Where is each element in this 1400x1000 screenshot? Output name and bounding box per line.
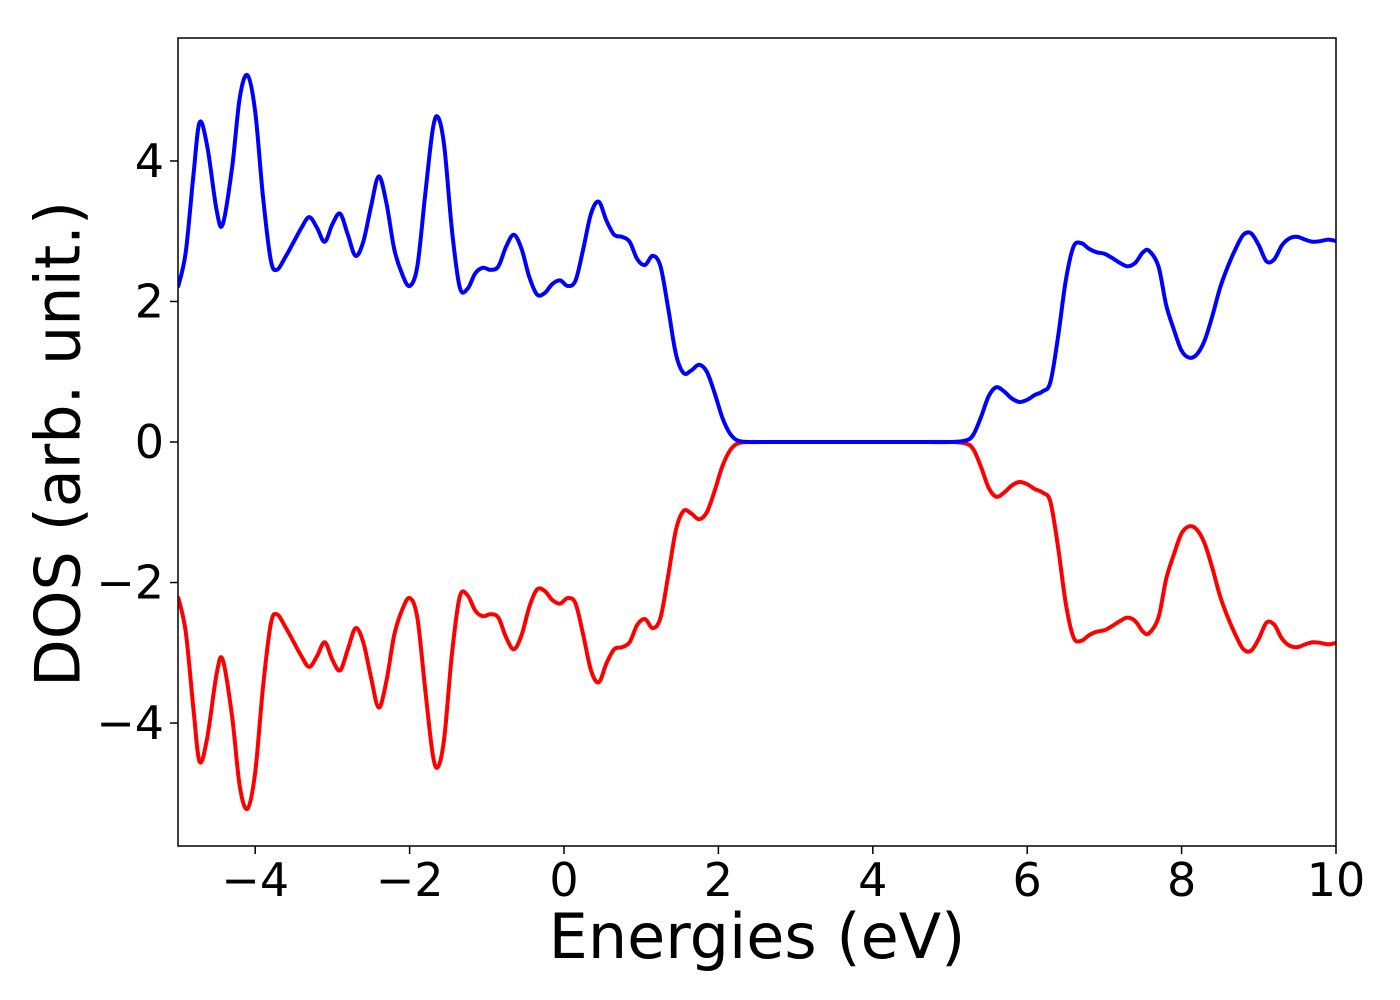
x-tick-label: 6	[1013, 853, 1042, 907]
series-layer	[178, 72, 1336, 812]
x-tick-label: 2	[704, 853, 733, 907]
y-tick-label: 4	[135, 134, 164, 188]
y-axis-label: DOS (arb. unit.)	[22, 201, 95, 687]
y-axis-ticks: −4 −2 0 2 4	[96, 134, 178, 750]
x-tick-label: −4	[221, 853, 289, 907]
y-tick-label: −4	[96, 696, 164, 750]
series-line-blue	[178, 72, 1336, 445]
x-tick-label: 0	[549, 853, 578, 907]
x-axis-ticks: −4 −2 0 2 4 6 8 10	[221, 846, 1365, 907]
y-tick-label: 0	[135, 415, 164, 469]
x-tick-label: 10	[1307, 853, 1366, 907]
y-tick-label: 2	[135, 274, 164, 328]
x-axis-label: Energies (eV)	[549, 900, 966, 973]
y-tick-label: −2	[96, 556, 164, 610]
x-tick-label: 4	[858, 853, 887, 907]
x-tick-label: −2	[376, 853, 444, 907]
x-tick-label: 8	[1167, 853, 1196, 907]
series-line-red	[178, 439, 1336, 812]
